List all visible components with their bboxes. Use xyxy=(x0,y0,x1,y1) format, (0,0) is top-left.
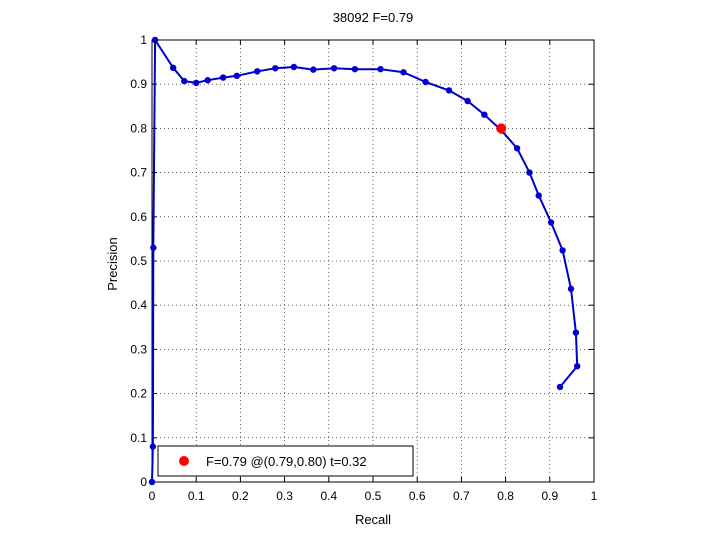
plot-frame xyxy=(151,39,595,483)
y-tick-labels: 0 0.1 0.2 0.3 0.4 0.5 0.6 0.7 0.8 0.9 1 xyxy=(130,33,147,489)
data-point xyxy=(151,36,159,44)
data-point xyxy=(481,111,488,118)
data-point xyxy=(400,69,407,76)
data-point xyxy=(377,65,384,73)
data-point xyxy=(204,77,211,84)
x-tick-label: 0.9 xyxy=(541,489,558,503)
axes xyxy=(151,39,595,483)
data-point xyxy=(310,66,317,73)
x-tick-label: 0.8 xyxy=(497,489,514,503)
y-tick-label: 0.9 xyxy=(130,77,147,91)
y-tick-label: 0.7 xyxy=(130,166,147,180)
data-point xyxy=(464,97,471,105)
x-tick-label: 0.7 xyxy=(453,489,470,503)
y-tick-label: 0.5 xyxy=(130,254,147,268)
data-point xyxy=(150,244,157,251)
data-point xyxy=(253,68,261,75)
y-tick-label: 0.3 xyxy=(130,342,147,356)
data-point xyxy=(513,145,521,152)
y-tick-label: 0.8 xyxy=(130,121,147,135)
data-point xyxy=(272,65,279,72)
legend-marker xyxy=(179,456,189,466)
x-axis-label: Recall xyxy=(355,512,391,527)
x-tick-label: 0.4 xyxy=(320,489,337,503)
data-point xyxy=(535,192,542,199)
y-tick-label: 0.4 xyxy=(130,298,147,312)
data-point xyxy=(559,247,566,254)
data-point xyxy=(181,77,188,85)
y-tick-label: 1 xyxy=(140,33,147,47)
data-point xyxy=(149,443,157,450)
y-tick-label: 0.2 xyxy=(130,387,147,401)
highlight-layer xyxy=(496,123,507,134)
x-tick-label: 0.1 xyxy=(188,489,205,503)
data-point xyxy=(567,285,575,293)
x-tick-labels: 0 0.1 0.2 0.3 0.4 0.5 0.6 0.7 0.8 0.9 1 xyxy=(149,489,598,503)
best-f-point xyxy=(496,123,507,134)
data-point xyxy=(290,63,298,71)
x-tick-label: 1 xyxy=(591,489,598,503)
data-point xyxy=(330,65,338,72)
legend: F=0.79 @(0.79,0.80) t=0.32 xyxy=(157,445,414,477)
data-point xyxy=(148,478,156,486)
y-axis-label: Precision xyxy=(105,237,120,290)
x-tick-label: 0.3 xyxy=(276,489,293,503)
y-tick-label: 0.6 xyxy=(130,210,147,224)
y-tick-label: 0.1 xyxy=(130,431,147,445)
y-tick-label: 0 xyxy=(140,475,147,489)
data-point xyxy=(219,74,227,81)
data-point xyxy=(351,65,359,73)
series-layer xyxy=(148,36,581,486)
x-tick-label: 0.6 xyxy=(409,489,426,503)
x-tick-label: 0.5 xyxy=(365,489,382,503)
data-point xyxy=(556,383,564,391)
data-point xyxy=(445,87,453,94)
x-tick-label: 0.2 xyxy=(232,489,249,503)
x-tick-label: 0 xyxy=(149,489,156,503)
data-point xyxy=(422,78,429,86)
data-point xyxy=(233,72,241,80)
chart-title: 38092 F=0.79 xyxy=(333,10,414,25)
data-point xyxy=(193,79,200,87)
data-point xyxy=(526,169,533,176)
legend-label: F=0.79 @(0.79,0.80) t=0.32 xyxy=(206,454,367,469)
grid-lines xyxy=(152,40,594,482)
legend-box xyxy=(157,445,414,477)
data-point xyxy=(170,64,177,72)
data-point xyxy=(572,329,580,336)
data-point xyxy=(574,362,581,370)
data-point xyxy=(547,219,555,226)
